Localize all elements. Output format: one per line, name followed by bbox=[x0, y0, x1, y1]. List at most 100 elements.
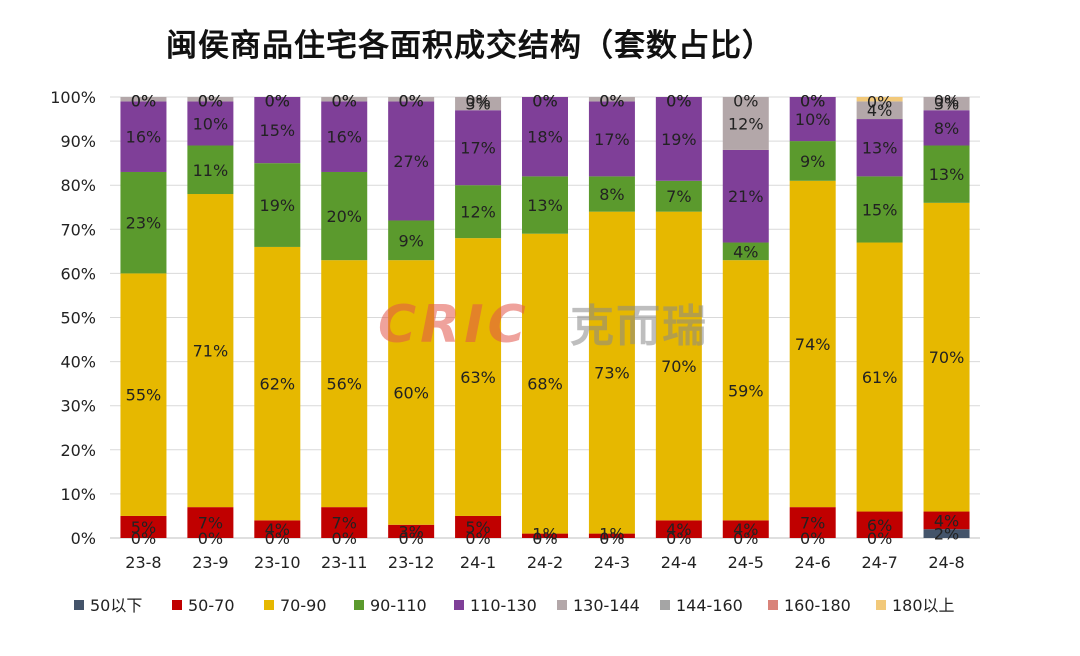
data-label: 3% bbox=[465, 95, 490, 114]
bar-segment bbox=[388, 220, 435, 261]
x-tick-label: 24-5 bbox=[728, 553, 764, 572]
data-label: 18% bbox=[527, 128, 563, 147]
legend-label: 70-90 bbox=[280, 596, 327, 615]
data-label: 17% bbox=[460, 139, 496, 158]
data-label: 2% bbox=[934, 525, 959, 544]
legend-item: 90-110 bbox=[354, 596, 427, 615]
bar-segment bbox=[923, 511, 970, 530]
data-label: 17% bbox=[594, 130, 630, 149]
data-label: 61% bbox=[862, 368, 898, 387]
x-tick-label: 24-1 bbox=[460, 553, 496, 572]
bar-segment bbox=[588, 533, 635, 538]
cric-logo-icon: CRIC bbox=[378, 295, 530, 355]
bar-segment bbox=[856, 119, 903, 177]
legend-item: 130-144 bbox=[557, 596, 640, 615]
data-label: 0% bbox=[265, 92, 290, 111]
legend-swatch bbox=[876, 600, 886, 610]
bar-segment bbox=[388, 260, 435, 525]
x-tick-label: 24-7 bbox=[861, 553, 897, 572]
bar-segment bbox=[856, 242, 903, 512]
legend-label: 160-180 bbox=[784, 596, 851, 615]
data-label: 0% bbox=[666, 529, 691, 548]
bar-segment bbox=[455, 97, 502, 111]
data-label: 0% bbox=[867, 92, 892, 111]
data-label: 13% bbox=[929, 165, 965, 184]
data-label: 63% bbox=[460, 368, 496, 387]
legend-item: 50以下 bbox=[74, 596, 142, 615]
data-label: 10% bbox=[795, 110, 831, 129]
data-label: 7% bbox=[800, 514, 825, 533]
data-label: 3% bbox=[934, 95, 959, 114]
bar-segment bbox=[120, 97, 167, 102]
legend-item: 70-90 bbox=[264, 596, 327, 615]
data-label: 70% bbox=[929, 348, 965, 367]
data-label: 0% bbox=[131, 92, 156, 111]
data-label: 70% bbox=[661, 357, 697, 376]
data-label: 0% bbox=[198, 92, 223, 111]
bar-segment bbox=[455, 238, 502, 516]
bar-segment bbox=[923, 110, 970, 146]
bar-segment bbox=[522, 233, 568, 534]
bar-segment bbox=[722, 520, 769, 538]
bar-segment bbox=[321, 101, 368, 172]
bar-segment bbox=[455, 515, 502, 538]
bar-segment bbox=[789, 180, 836, 508]
data-label: 0% bbox=[398, 92, 423, 111]
bar-segment bbox=[789, 507, 836, 538]
bar-segment bbox=[722, 149, 769, 243]
y-tick-label: 100% bbox=[50, 88, 96, 107]
bar-segment bbox=[789, 141, 836, 181]
bar-segment bbox=[455, 185, 502, 239]
data-label: 0% bbox=[934, 92, 959, 111]
data-label: 9% bbox=[800, 152, 825, 171]
data-label: 0% bbox=[131, 529, 156, 548]
cric-logo-text: CRIC bbox=[378, 296, 530, 355]
bar-segment bbox=[120, 101, 167, 172]
y-tick-label: 40% bbox=[60, 353, 96, 372]
bar-segment bbox=[588, 97, 635, 102]
cric-watermark-text: 克而瑞 bbox=[570, 301, 708, 352]
legend-swatch bbox=[557, 600, 567, 610]
data-label: 16% bbox=[326, 128, 362, 147]
data-label: 56% bbox=[326, 375, 362, 394]
data-label: 1% bbox=[599, 525, 624, 544]
x-tick-label: 23-9 bbox=[192, 553, 228, 572]
bar-segment bbox=[923, 529, 970, 538]
y-tick-label: 0% bbox=[71, 529, 96, 548]
legend-item: 180以上 bbox=[876, 596, 955, 615]
data-label: 9% bbox=[398, 231, 423, 250]
data-label: 0% bbox=[332, 92, 357, 111]
bar-segment bbox=[254, 520, 301, 538]
bar-segment bbox=[187, 194, 234, 508]
y-tick-label: 50% bbox=[60, 309, 96, 328]
data-label: 0% bbox=[265, 529, 290, 548]
data-label: 7% bbox=[198, 514, 223, 533]
data-label: 0% bbox=[532, 529, 557, 548]
data-label: 8% bbox=[934, 119, 959, 138]
data-label: 4% bbox=[733, 242, 758, 261]
bar-segment bbox=[388, 524, 435, 538]
x-tick-label: 24-6 bbox=[795, 553, 831, 572]
legend-swatch bbox=[354, 600, 364, 610]
data-label: 13% bbox=[862, 139, 898, 158]
y-tick-label: 70% bbox=[60, 220, 96, 239]
data-label: 71% bbox=[193, 342, 229, 361]
data-label: 0% bbox=[532, 92, 557, 111]
bar-segment bbox=[722, 242, 769, 261]
data-label: 0% bbox=[332, 529, 357, 548]
bar-segment bbox=[522, 97, 568, 177]
legend-label: 50-70 bbox=[188, 596, 235, 615]
data-label: 1% bbox=[532, 525, 557, 544]
data-label: 0% bbox=[265, 92, 290, 111]
data-label: 12% bbox=[728, 114, 764, 133]
legend-swatch bbox=[74, 600, 84, 610]
data-label: 4% bbox=[934, 511, 959, 530]
data-label: 21% bbox=[728, 187, 764, 206]
legend-label: 130-144 bbox=[573, 596, 640, 615]
legend-item: 50-70 bbox=[172, 596, 235, 615]
data-label: 3% bbox=[398, 522, 423, 541]
bar-segment bbox=[923, 97, 970, 111]
legend-swatch bbox=[264, 600, 274, 610]
x-tick-label: 24-2 bbox=[527, 553, 563, 572]
